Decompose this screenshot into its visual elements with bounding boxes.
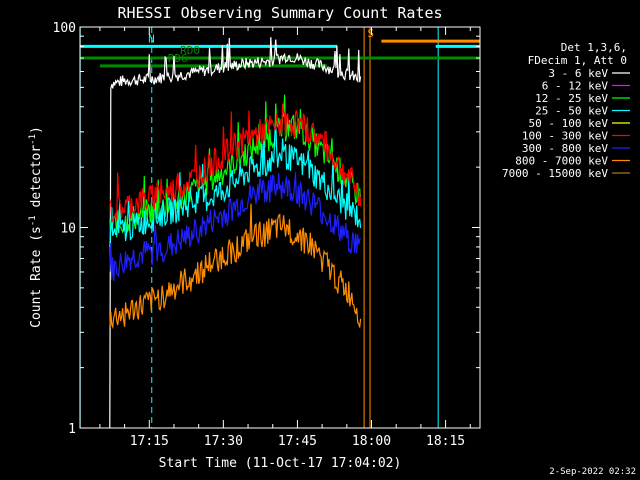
timestamp: 2-Sep-2022 02:32 (549, 467, 636, 477)
y-label-main: Count Rate (s (29, 226, 44, 328)
y-label-sup2: -1 (28, 134, 38, 145)
flag-label-4: RD6 (168, 52, 188, 65)
x-tick-label-0: 17:15 (130, 434, 169, 449)
y-tick-label-0: 1 (68, 422, 76, 437)
y-tick-label-2: 100 (53, 21, 76, 36)
x-tick-label-3: 18:00 (352, 434, 391, 449)
series-line-0 (109, 37, 362, 428)
legend-label-6: 300 - 800 keV (522, 142, 608, 155)
legend-label-8: 7000 - 15000 keV (502, 167, 608, 180)
legend-label-5: 100 - 300 keV (522, 130, 608, 143)
legend-label-2: 12 - 25 keV (535, 92, 608, 105)
x-axis-label: Start Time (11-Oct-17 17:04:02) (159, 456, 402, 471)
x-tick-label-2: 17:45 (278, 434, 317, 449)
series-line-6 (109, 172, 362, 282)
legend-label-7: 800 - 7000 keV (515, 155, 608, 168)
flag-label-0: N (148, 32, 155, 45)
x-axis: 17:15 17:30 17:45 18:00 18:15 (99, 27, 471, 449)
y-axis-label: Count Rate (s-1 detector-1) (28, 126, 44, 328)
x-tick-label-4: 18:15 (426, 434, 465, 449)
series-line-5 (109, 103, 362, 223)
y-tick-label-1: 10 (60, 222, 76, 237)
y-label-end: ) (29, 126, 44, 134)
series-line-7 (109, 203, 362, 330)
legend-label-3: 25 - 50 keV (535, 105, 608, 118)
legend-header-0: Det 1,3,6, (561, 41, 627, 54)
y-axis: 1 10 100 (53, 21, 480, 437)
y-label-sup1: -1 (28, 215, 38, 226)
legend-label-4: 50 - 100 keV (529, 117, 609, 130)
legend-header-1: FDecim 1, Att 0 (528, 54, 627, 67)
x-tick-label-1: 17:30 (204, 434, 243, 449)
chart-title: RHESSI Observing Summary Count Rates (117, 4, 442, 22)
y-label-mid: detector (29, 145, 44, 216)
legend-label-1: 6 - 12 keV (542, 80, 609, 93)
flag-label-2: S (367, 27, 374, 40)
flag-label-3: RD0 (180, 44, 200, 57)
series-line-3 (109, 120, 362, 248)
legend-label-0: 3 - 6 keV (548, 67, 608, 80)
